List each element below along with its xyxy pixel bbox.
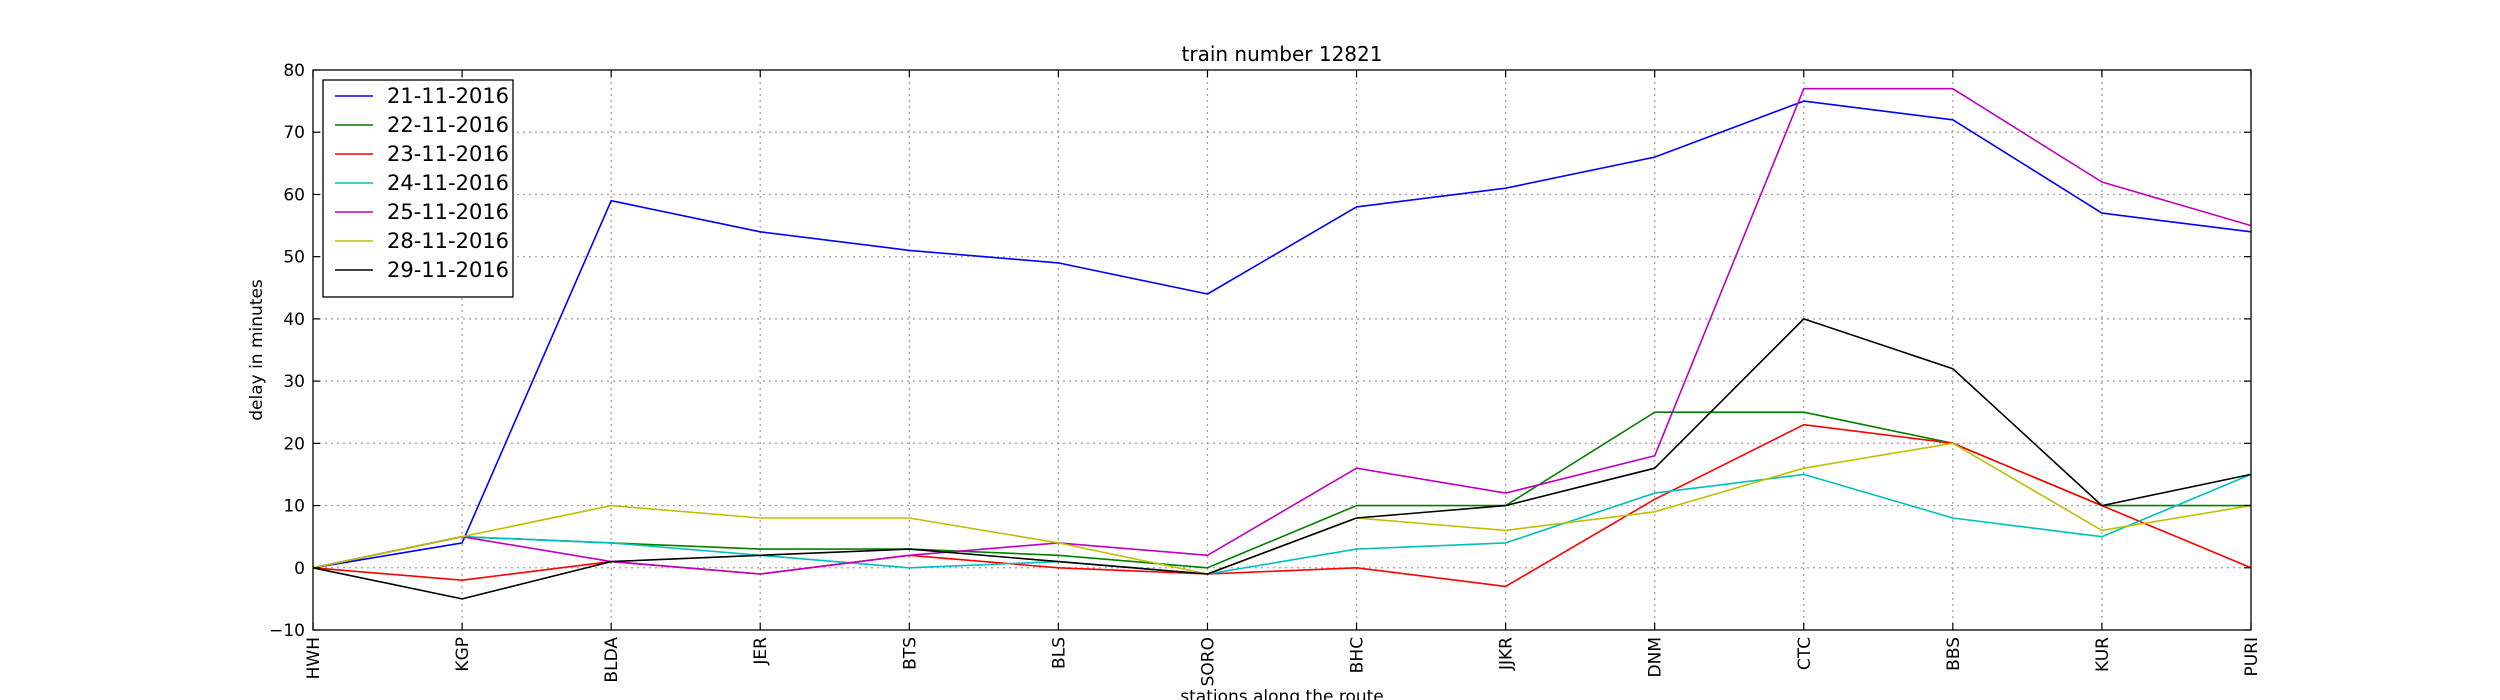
y-tick-label: 20 [283,434,305,454]
x-tick-label: BTS [900,637,920,670]
x-tick-label: CTC [1795,637,1815,670]
series-line-29-11-2016 [312,318,2252,600]
series-line-25-11-2016 [312,87,2252,575]
x-tick-label: SORO [1198,637,1218,686]
legend-label: 29-11-2016 [387,258,509,282]
grid-lines [313,70,2251,630]
legend: 21-11-2016 22-11-2016 23-11-2016 24-11-2016… [322,79,514,298]
series-line-21-11-2016 [312,100,2252,569]
y-tick-label: 50 [283,248,305,268]
chart-title: train number 12821 [1182,42,1383,66]
x-tick-label: JER [751,637,771,666]
legend-label: 24-11-2016 [387,171,509,195]
x-tick-label: PURI [2242,637,2262,677]
x-tick-label: BHC [1348,637,1368,673]
x-axis-label: stations along the route [1180,687,1384,700]
x-tick-label: BBS [1944,637,1964,671]
x-tick-label: DNM [1646,637,1666,677]
legend-box [322,79,514,298]
legend-label: 25-11-2016 [387,200,509,224]
y-tick-label: 60 [283,185,305,205]
y-tick-label: 30 [283,372,305,392]
series-line-22-11-2016 [312,411,2251,569]
y-tick-label: 70 [283,123,305,143]
y-tick-label: 40 [283,310,305,330]
y-tick-label: −10 [269,621,305,641]
axis-ticks: HWH KGP BLDA JER BTS BLS SORO BHC JJKR DNM CTC BBS K… [269,61,2262,686]
y-tick-label: 80 [283,61,305,81]
legend-label: 28-11-2016 [387,229,509,253]
y-axis-label: delay in minutes [247,279,267,421]
legend-label: 22-11-2016 [387,113,509,137]
series-group [312,87,2252,600]
x-tick-label: HWH [304,637,324,679]
x-tick-label: JJKR [1497,637,1517,671]
y-tick-label: 10 [283,497,305,517]
legend-label: 23-11-2016 [387,142,509,166]
y-tick-label: 0 [294,559,305,579]
series-line-24-11-2016 [312,473,2252,575]
plot-frame [312,69,2252,631]
x-tick-label: KUR [2093,637,2113,672]
x-tick-label: KGP [453,637,473,672]
legend-label: 21-11-2016 [387,84,509,108]
x-tick-label: BLS [1049,637,1069,669]
x-tick-label: BLDA [602,637,622,683]
